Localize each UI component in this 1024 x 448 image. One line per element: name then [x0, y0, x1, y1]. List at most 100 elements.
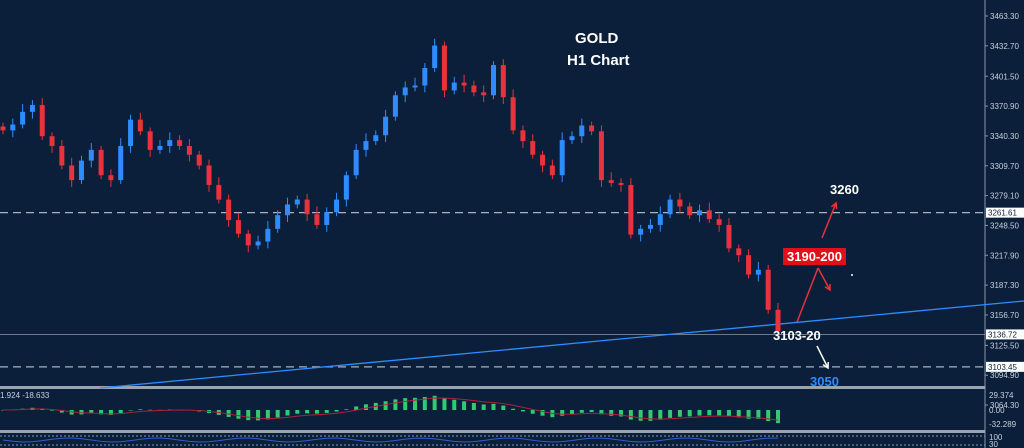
macd-bar [638, 410, 643, 421]
candle-body [275, 215, 281, 229]
macd-bar [628, 410, 633, 420]
candle-body [383, 116, 389, 136]
candle-body [49, 136, 55, 146]
y-tick-label: 3125.50 [990, 341, 1019, 350]
level-price-box [986, 361, 1024, 372]
candle-body [559, 140, 565, 176]
candle-body [392, 95, 398, 117]
target-up-label: 3260 [830, 182, 859, 197]
chart-subtitle: H1 Chart [567, 52, 630, 69]
candle-body [549, 165, 555, 176]
macd-bar [726, 410, 731, 417]
rally-arrow-line [796, 267, 819, 323]
candle-body [157, 145, 163, 150]
macd-bar [471, 402, 476, 410]
candle-body [118, 145, 124, 181]
candle-body [461, 82, 467, 86]
macd-bar [442, 398, 447, 410]
macd-bar [118, 410, 123, 414]
macd-bar [40, 409, 45, 410]
target-down-arrow [816, 345, 829, 369]
macd-bar [50, 410, 55, 411]
candle-body [20, 111, 26, 125]
candle-body [422, 67, 428, 86]
y-tick-label: 3217.90 [990, 251, 1019, 260]
macd-bar [256, 410, 261, 421]
macd-bar [530, 410, 535, 414]
panel-divider [0, 386, 985, 389]
candle-body [137, 119, 143, 132]
macd-bar [305, 410, 310, 414]
macd-bar [501, 405, 506, 410]
macd-bar [1, 410, 5, 411]
candle-body [579, 125, 585, 137]
macd-bar [403, 398, 408, 410]
macd-bar [285, 410, 290, 416]
candle-body [334, 199, 340, 213]
candle-body [697, 210, 703, 216]
macd-bar [148, 409, 153, 411]
macd-bar [295, 410, 300, 414]
macd-bar [648, 410, 653, 421]
macd-bar [609, 410, 614, 416]
macd-bar [432, 395, 437, 410]
macd-bar [569, 410, 574, 415]
macd-bar [265, 410, 270, 420]
y-tick-label: 3248.50 [990, 221, 1019, 230]
macd-bar [746, 410, 751, 419]
y-tick-label: 3432.70 [990, 42, 1019, 51]
macd-bar [363, 404, 368, 410]
candle-body [235, 220, 241, 234]
candle-body [0, 126, 6, 131]
candle-body [255, 241, 261, 246]
y-tick-label: 3064.30 [990, 401, 1019, 410]
candle-body [324, 212, 330, 225]
y-tick-label: 3401.50 [990, 72, 1019, 81]
candle-body [638, 228, 644, 235]
candle-body [726, 224, 732, 249]
lower-panel-tick-label: 100 [989, 433, 1003, 442]
candle-body [677, 199, 683, 207]
candle-body [451, 82, 457, 91]
candle-body [598, 131, 604, 181]
candle-body [628, 184, 634, 235]
macd-bar [579, 410, 584, 413]
candle-body [39, 105, 45, 137]
macd-bar [138, 409, 143, 410]
candle-body [167, 140, 173, 146]
candle-body [69, 165, 75, 181]
candle-body [500, 65, 506, 98]
candle-body [88, 149, 94, 161]
resistance-label: 3190-200 [783, 248, 846, 265]
macd-bar [717, 410, 722, 416]
y-tick-label: 3279.10 [990, 192, 1019, 201]
macd-bar [677, 410, 682, 417]
candle-body [608, 180, 614, 184]
macd-bar [697, 410, 702, 416]
macd-bar [599, 410, 604, 415]
macd-readout: 1.924 -18.633 [0, 391, 50, 400]
macd-bar [59, 410, 64, 413]
candle-body [226, 199, 232, 221]
candle-body [618, 183, 624, 185]
macd-bar [462, 401, 467, 410]
candle-body [736, 248, 742, 256]
candle-body [746, 255, 752, 275]
y-tick-label: 3463.30 [990, 12, 1019, 21]
macd-bar [108, 410, 113, 415]
candle-body [304, 199, 310, 215]
macd-bar [324, 410, 329, 413]
macd-bar [246, 410, 251, 421]
macd-bar [658, 410, 663, 420]
candle-body [716, 219, 722, 225]
macd-bar [275, 410, 280, 418]
macd-bar [687, 410, 692, 417]
macd-bar [560, 410, 565, 416]
candle-body [530, 141, 536, 155]
macd-bar [520, 410, 525, 412]
macd-bar [413, 397, 418, 410]
macd-bar [128, 410, 133, 411]
macd-bar [707, 410, 712, 416]
panel-divider [0, 430, 985, 433]
candle-body [540, 154, 546, 166]
